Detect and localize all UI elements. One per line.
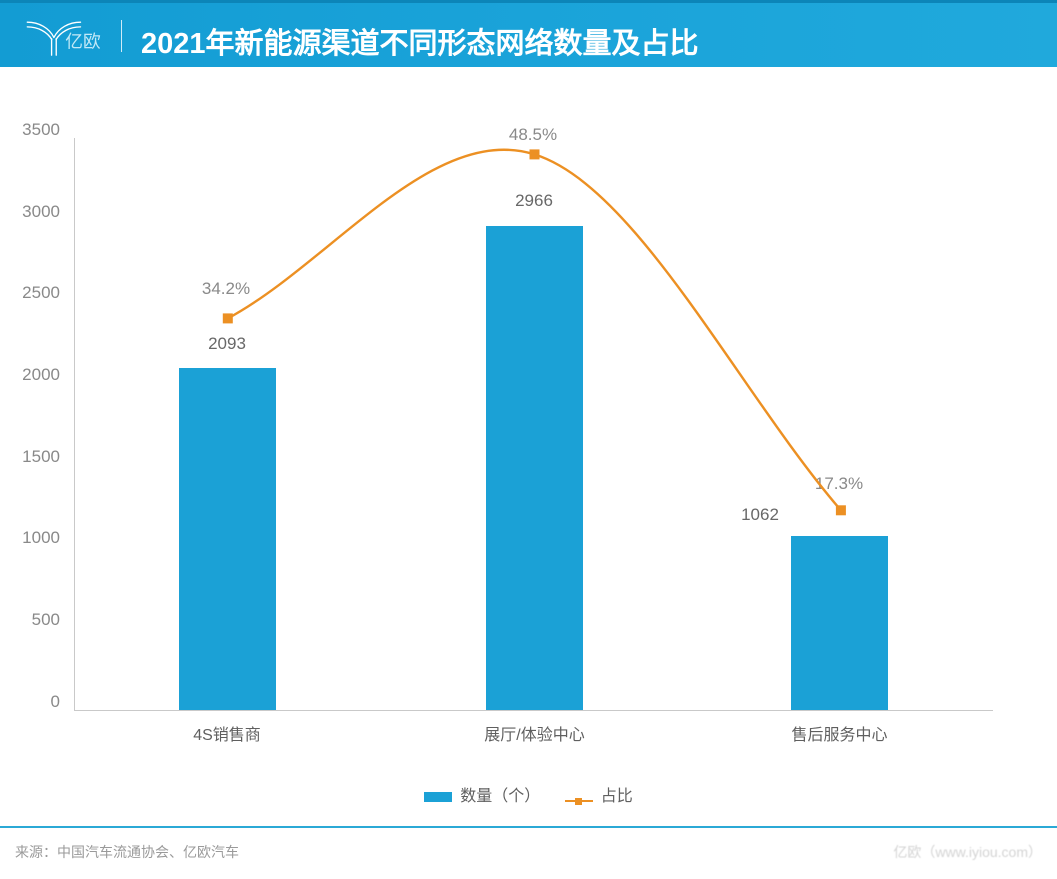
svg-text:亿欧: 亿欧: [65, 32, 101, 52]
